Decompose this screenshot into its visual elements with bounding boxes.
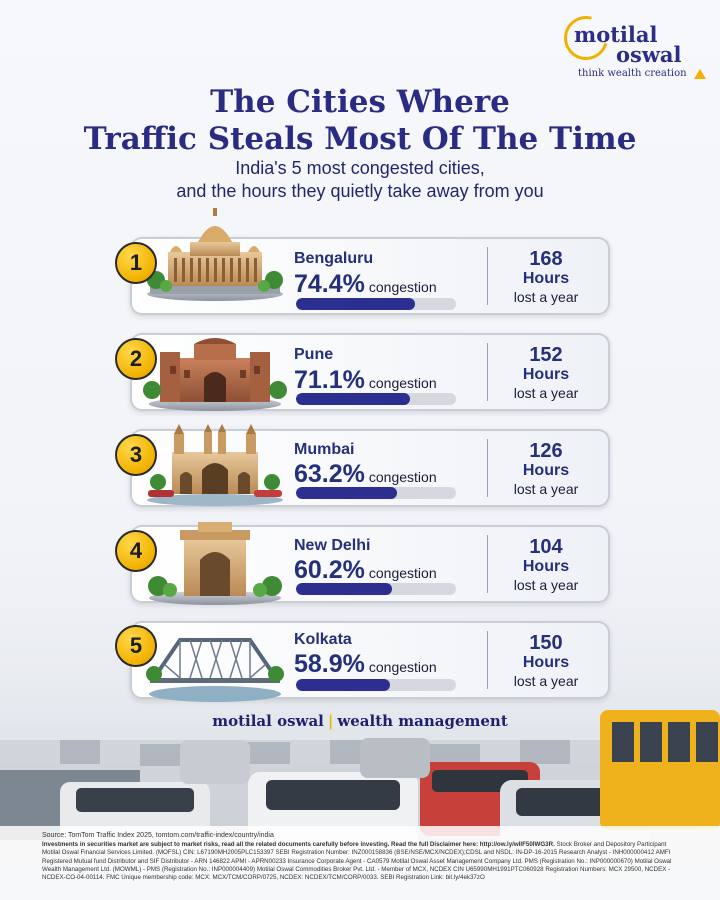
brand-logo: motilal oswal think wealth creation [555, 7, 706, 86]
card-divider [487, 535, 488, 593]
gateway-of-india-icon [147, 424, 283, 506]
shaniwar-wada-icon [143, 338, 287, 411]
title-line2: Traffic Steals Most Of The Time [83, 121, 637, 157]
india-gate-icon [148, 522, 282, 605]
brand-left: motilal oswal [212, 712, 324, 730]
rank-badge: 2 [115, 338, 157, 380]
hours-unit: Hours [522, 654, 570, 671]
hours-suffix: lost a year [513, 577, 579, 593]
hours-suffix: lost a year [513, 673, 579, 689]
source-note: Source: TomTom Traffic Index 2025, tomto… [42, 832, 274, 839]
congestion-value: 58.9% congestion [294, 650, 437, 679]
vidhana-soudha-icon [147, 208, 283, 301]
hours-suffix: lost a year [513, 385, 579, 401]
rank-badge: 4 [115, 530, 157, 572]
howrah-bridge-icon [146, 638, 284, 702]
city-name: Mumbai [294, 441, 355, 458]
congestion-label: congestion [368, 279, 437, 295]
rank-badge: 3 [115, 434, 157, 476]
congestion-bar-fill [296, 487, 398, 499]
hours-block: 104 Hours lost a year [498, 537, 594, 594]
hours-value: 104 [529, 536, 563, 558]
hours-unit: Hours [522, 270, 570, 287]
rank-badge: 5 [115, 625, 157, 667]
congestion-bar [296, 583, 456, 595]
city-name: Pune [294, 346, 334, 363]
logo-line2: oswal [616, 42, 682, 67]
hours-value: 150 [529, 632, 563, 654]
subtitle-line1: India's 5 most congested cities, [235, 158, 485, 178]
congestion-bar [296, 298, 456, 310]
subtitle-line2: and the hours they quietly take away fro… [176, 181, 544, 201]
congestion-value: 71.1% congestion [294, 366, 437, 395]
congestion-percent: 58.9% [294, 650, 365, 678]
congestion-bar-fill [296, 679, 391, 691]
congestion-bar-fill [296, 298, 416, 310]
logo-tagline: think wealth creation [578, 68, 687, 79]
congestion-label: congestion [368, 469, 437, 485]
congestion-value: 60.2% congestion [294, 556, 437, 585]
congestion-percent: 74.4% [294, 270, 365, 298]
hours-block: 150 Hours lost a year [498, 633, 594, 690]
city-name: Kolkata [294, 631, 352, 648]
congestion-bar [296, 679, 456, 691]
congestion-percent: 63.2% [294, 460, 365, 488]
brand-separator: | [327, 712, 334, 730]
hours-unit: Hours [522, 366, 570, 383]
logo-line1: motilal [574, 22, 658, 47]
brand-right: wealth management [337, 712, 508, 730]
page-subtitle: India's 5 most congested cities, and the… [0, 157, 720, 203]
hours-unit: Hours [522, 558, 570, 575]
congestion-value: 63.2% congestion [294, 460, 437, 489]
hours-value: 126 [529, 440, 563, 462]
card-divider [487, 247, 488, 305]
hours-unit: Hours [522, 462, 570, 479]
city-name: Bengaluru [294, 250, 374, 267]
congestion-percent: 71.1% [294, 366, 365, 394]
city-name: New Delhi [294, 537, 371, 554]
congestion-value: 74.4% congestion [294, 270, 437, 299]
disclaimer-bold: Investments in securities market are sub… [42, 841, 555, 849]
title-line1: The Cities Where [210, 84, 510, 120]
card-divider [487, 439, 488, 497]
congestion-bar [296, 487, 456, 499]
disclaimer: Source: TomTom Traffic Index 2025, tomto… [0, 826, 720, 900]
congestion-bar-fill [296, 583, 393, 595]
hours-value: 152 [529, 344, 563, 366]
logo-triangle-icon [694, 69, 706, 79]
brand-line: motilal oswal | wealth management [0, 712, 720, 730]
rank-badge: 1 [115, 242, 157, 284]
congestion-bar-fill [296, 393, 410, 405]
congestion-percent: 60.2% [294, 556, 365, 584]
hours-value: 168 [529, 248, 563, 270]
disclaimer-text: Stock Broker and Depository Participant … [42, 841, 672, 882]
card-divider [487, 631, 488, 689]
congestion-bar [296, 393, 456, 405]
hours-block: 168 Hours lost a year [498, 249, 594, 306]
congestion-label: congestion [368, 659, 437, 675]
hours-block: 126 Hours lost a year [498, 441, 594, 498]
hours-suffix: lost a year [513, 289, 579, 305]
congestion-label: congestion [368, 375, 437, 391]
hours-suffix: lost a year [513, 481, 579, 497]
hours-block: 152 Hours lost a year [498, 345, 594, 402]
card-divider [487, 343, 488, 401]
page-title: The Cities Where Traffic Steals Most Of … [0, 84, 720, 158]
congestion-label: congestion [368, 565, 437, 581]
